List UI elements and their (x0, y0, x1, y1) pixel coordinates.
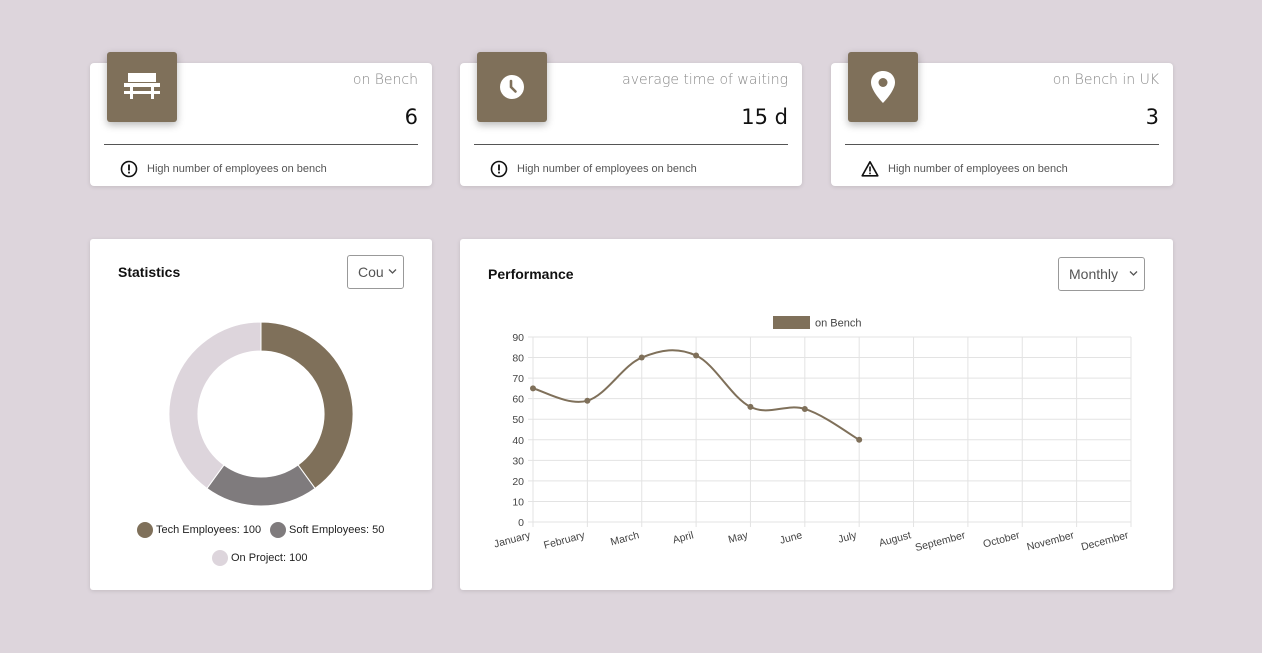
legend-swatch-on-bench[interactable] (773, 316, 810, 329)
y-tick-label: 50 (512, 414, 524, 426)
statistics-title: Statistics (118, 264, 180, 280)
x-tick-label: December (1080, 529, 1130, 553)
x-tick-label: September (914, 529, 967, 554)
legend-label-soft: Soft Employees: 50 (289, 524, 384, 536)
stat-value: 3 (1146, 105, 1159, 129)
line-chart: on Bench 0 10 20 30 40 50 60 70 80 90 January Febr… (460, 300, 1173, 590)
legend-label-tech: Tech Employees: 100 (156, 524, 261, 536)
x-tick-label: November (1026, 529, 1076, 553)
y-tick-label: 60 (512, 394, 524, 406)
performance-select-value: Monthly (1069, 266, 1118, 282)
donut-slice-soft-employees[interactable] (207, 465, 315, 506)
data-point[interactable] (639, 355, 645, 361)
x-tick-label: March (609, 529, 640, 548)
data-point[interactable] (856, 437, 862, 443)
stat-divider (474, 144, 788, 145)
stat-divider (845, 144, 1159, 145)
stat-footer: High number of employees on bench (861, 160, 1068, 178)
stat-card-waiting-time: average time of waiting 15 d High number… (460, 63, 802, 186)
donut-chart (90, 309, 432, 539)
legend-label-on-bench[interactable]: on Bench (815, 318, 861, 330)
stat-label: on Bench (353, 72, 418, 88)
x-tick-label: July (837, 529, 859, 546)
donut-slice-tech-employees[interactable] (261, 322, 353, 488)
x-tick-label: April (671, 529, 694, 546)
y-tick-label: 30 (512, 455, 524, 467)
statistics-legend-item[interactable]: Soft Employees: 50 (270, 522, 384, 538)
legend-label-project: On Project: 100 (231, 552, 307, 564)
warning-triangle-icon (861, 160, 879, 178)
exclamation-circle-icon (490, 160, 508, 178)
statistics-select-value: Cou (358, 264, 384, 280)
performance-panel: Performance Monthly on Bench 0 10 20 30 40 50… (460, 239, 1173, 590)
y-tick-label: 80 (512, 353, 524, 365)
legend-swatch-tech (137, 522, 153, 538)
exclamation-circle-icon (120, 160, 138, 178)
stat-card-on-bench: on Bench 6 High number of employees on b… (90, 63, 432, 186)
data-point[interactable] (747, 404, 753, 410)
stat-footer: High number of employees on bench (490, 160, 697, 178)
y-tick-label: 20 (512, 476, 524, 488)
performance-title: Performance (488, 266, 574, 282)
stat-footer-text: High number of employees on bench (147, 163, 327, 175)
x-tick-label: May (727, 529, 750, 546)
statistics-panel: Statistics Cou Tech Employees: 100 Soft … (90, 239, 432, 590)
stat-card-bench-uk: on Bench in UK 3 High number of employee… (831, 63, 1173, 186)
statistics-legend-item[interactable]: Tech Employees: 100 (137, 522, 261, 538)
stat-footer: High number of employees on bench (120, 160, 327, 178)
stat-footer-text: High number of employees on bench (888, 163, 1068, 175)
stat-value: 6 (405, 105, 418, 129)
performance-select[interactable]: Monthly (1058, 257, 1145, 291)
x-tick-label: January (493, 529, 533, 550)
x-tick-label: June (778, 529, 803, 547)
stat-label: average time of waiting (622, 72, 788, 88)
clock-icon (498, 73, 526, 101)
legend-swatch-project (212, 550, 228, 566)
map-pin-icon (869, 70, 897, 104)
stat-divider (104, 144, 418, 145)
y-tick-label: 10 (512, 496, 524, 508)
x-tick-label: October (982, 529, 1022, 550)
chevron-down-icon (1129, 270, 1138, 277)
x-tick-label: August (878, 529, 913, 549)
legend-swatch-soft (270, 522, 286, 538)
data-point[interactable] (693, 353, 699, 359)
statistics-select[interactable]: Cou (347, 255, 404, 289)
stat-footer-text: High number of employees on bench (517, 163, 697, 175)
bench-icon-box (107, 52, 177, 122)
y-tick-label: 40 (512, 435, 524, 447)
y-tick-label: 70 (512, 373, 524, 385)
stat-label: on Bench in UK (1053, 72, 1159, 88)
donut-slice-on-project[interactable] (169, 322, 261, 488)
data-point[interactable] (584, 398, 590, 404)
statistics-legend-item[interactable]: On Project: 100 (212, 550, 307, 566)
data-point[interactable] (802, 406, 808, 412)
x-tick-label: February (542, 529, 586, 552)
chevron-down-icon (388, 268, 397, 275)
bench-icon (122, 73, 162, 101)
stat-value: 15 d (741, 105, 788, 129)
clock-icon-box (477, 52, 547, 122)
y-tick-label: 0 (518, 517, 524, 529)
map-pin-icon-box (848, 52, 918, 122)
data-point[interactable] (530, 385, 536, 391)
y-tick-label: 90 (512, 332, 524, 344)
